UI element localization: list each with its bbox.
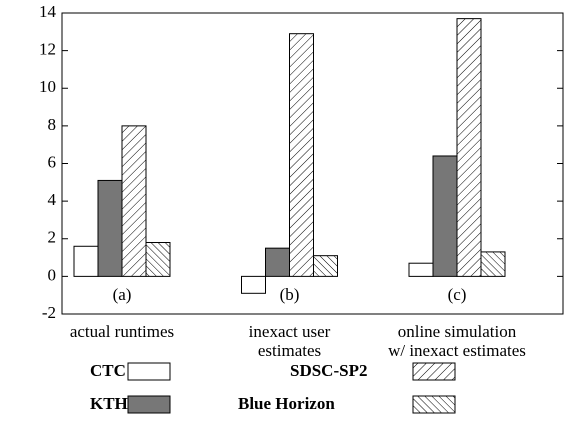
category-label: (a) <box>113 285 132 304</box>
bar <box>241 275 266 294</box>
bar <box>313 255 338 277</box>
y-tick-label: 0 <box>48 265 57 284</box>
category-description: w/ inexact estimates <box>388 341 526 360</box>
y-tick-label: 14 <box>39 2 57 21</box>
y-tick-label: 8 <box>48 115 57 134</box>
legend-label: CTC <box>90 361 126 380</box>
bar <box>145 242 171 277</box>
bar <box>408 262 434 277</box>
category-description: online simulation <box>398 322 517 341</box>
legend-label: Blue Horizon <box>238 394 335 413</box>
category-description: inexact user <box>249 322 331 341</box>
legend-swatch <box>412 395 456 414</box>
bar <box>73 245 99 277</box>
y-tick-label: 10 <box>39 77 56 96</box>
y-tick-label: 6 <box>48 152 57 171</box>
y-tick-label: 12 <box>39 40 56 59</box>
bar <box>480 251 506 277</box>
category-description: actual runtimes <box>70 322 174 341</box>
bar <box>432 155 458 277</box>
legend-swatch <box>127 395 171 414</box>
legend: CTC KTH SDSC-SP2 Blue Horizon <box>90 361 456 414</box>
category-label: (c) <box>448 285 467 304</box>
category-description: estimates <box>258 341 321 360</box>
bar <box>456 18 482 277</box>
bar <box>289 33 314 277</box>
y-tick-label: 2 <box>48 228 57 247</box>
y-tick-label: 4 <box>48 190 57 209</box>
category-label: (b) <box>280 285 300 304</box>
bar <box>121 125 147 277</box>
bar <box>97 179 123 277</box>
legend-swatch <box>412 362 456 381</box>
legend-label: SDSC-SP2 <box>290 361 367 380</box>
legend-label: KTH <box>90 394 128 413</box>
bar <box>265 247 290 277</box>
y-tick-label: -2 <box>42 303 56 322</box>
legend-swatch <box>127 362 171 381</box>
